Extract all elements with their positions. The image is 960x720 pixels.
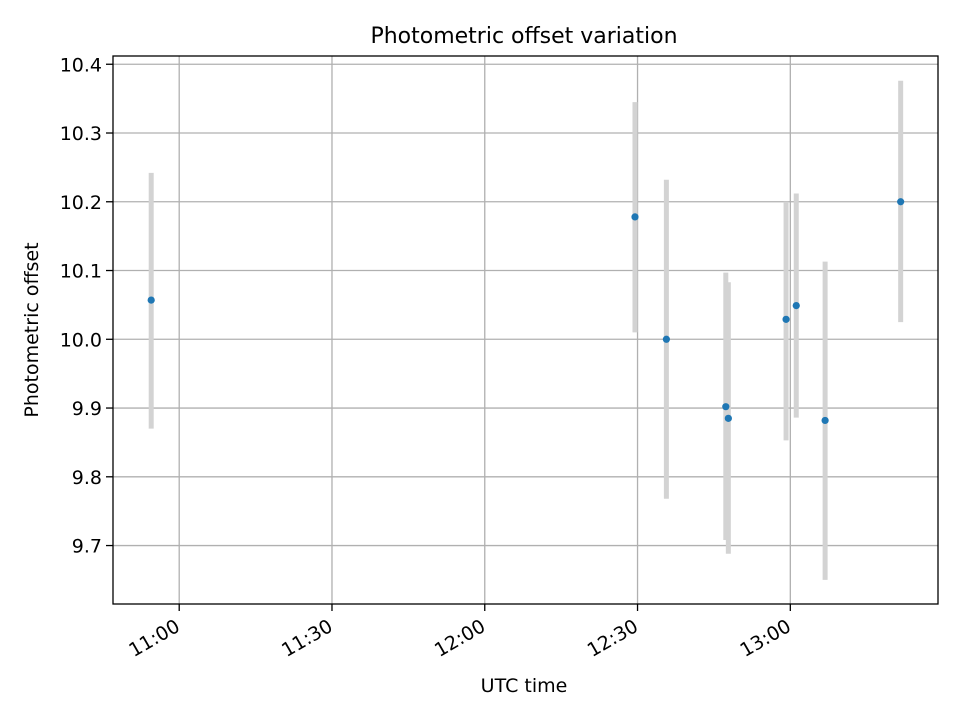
data-point	[147, 296, 155, 304]
x-tick-label: 13:00	[736, 615, 794, 661]
grid	[113, 56, 938, 604]
plot-frame	[112, 55, 939, 605]
y-tick-label: 10.1	[60, 261, 102, 283]
x-tick-label: 12:30	[584, 615, 642, 661]
data-point	[782, 315, 790, 323]
data-point	[897, 198, 905, 206]
y-tick-label: 10.2	[60, 192, 102, 214]
y-tick-label: 10.3	[60, 123, 102, 145]
y-tick-label: 9.9	[72, 398, 102, 420]
data-point	[631, 213, 639, 221]
data-points	[147, 198, 905, 425]
chart-title: Photometric offset variation	[370, 24, 677, 49]
y-tick-label: 9.8	[72, 467, 102, 489]
data-point	[724, 414, 732, 422]
x-axis-label: UTC time	[481, 675, 568, 697]
y-axis-ticks: 9.7 9.8 9.9 10.0 10.1 10.2 10.3 10.4	[60, 54, 113, 558]
y-tick-label: 9.7	[72, 536, 102, 558]
data-point	[722, 403, 730, 411]
x-axis-ticks: 11:00 11:30 12:00 12:30 13:00	[125, 604, 795, 662]
y-tick-label: 10.0	[60, 329, 102, 351]
data-point	[821, 416, 829, 425]
x-tick-label: 11:30	[278, 615, 336, 661]
data-point	[662, 335, 670, 343]
y-tick-label: 10.4	[60, 54, 102, 76]
x-tick-label: 11:00	[125, 615, 183, 661]
x-tick-label: 12:00	[431, 615, 489, 661]
error-bars	[148, 80, 904, 580]
data-point	[792, 301, 800, 310]
y-axis-label: Photometric offset	[21, 242, 43, 417]
